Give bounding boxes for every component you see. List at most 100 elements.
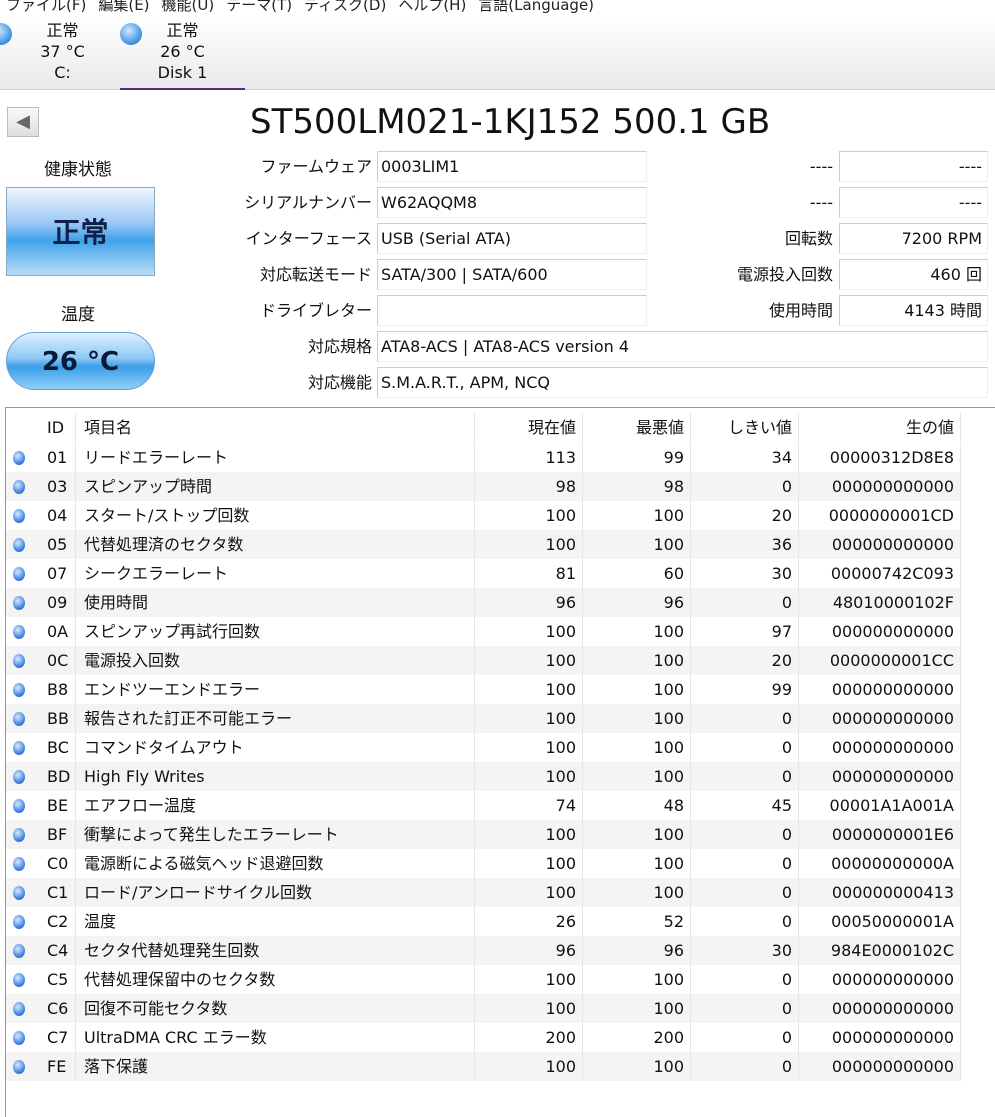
status-dot-icon [13, 886, 25, 900]
table-row[interactable]: C4 セクタ代替処理発生回数 96 96 30 984E0000102C [6, 936, 961, 965]
cell-current: 100 [475, 762, 583, 791]
header-id[interactable]: ID [41, 413, 76, 442]
header-raw[interactable]: 生の値 [799, 413, 961, 442]
rpm-value: 7200 RPM [839, 223, 988, 254]
table-row[interactable]: C1 ロード/アンロードサイクル回数 100 100 0 000000000413 [6, 878, 961, 907]
cell-raw: 0000000001E6 [799, 820, 961, 849]
table-row[interactable]: 04 スタート/ストップ回数 100 100 20 0000000001CD [6, 501, 961, 530]
standard-label: 対応規格 [307, 337, 372, 356]
smart-table: ID 項目名 現在値 最悪値 しきい値 生の値 01 リードエラーレート 113 99 34 0000… [5, 407, 995, 1117]
cell-raw: 00000000000A [799, 849, 961, 878]
table-row[interactable]: C2 温度 26 52 0 00050000001A [6, 907, 961, 936]
cell-worst: 60 [583, 559, 691, 588]
status-dot-icon [13, 1002, 25, 1016]
letter-value [377, 295, 647, 326]
cell-raw: 000000000000 [799, 675, 961, 704]
cell-threshold: 30 [691, 936, 799, 965]
status-dot-icon [13, 973, 25, 987]
menu-item[interactable]: ディスク(D) [304, 0, 387, 14]
cell-name: 電源投入回数 [78, 646, 475, 675]
table-row[interactable]: 09 使用時間 96 96 0 48010000102F [6, 588, 961, 617]
menu-item[interactable]: 言語(Language) [478, 0, 595, 14]
cell-current: 100 [475, 878, 583, 907]
table-row[interactable]: 03 スピンアップ時間 98 98 0 000000000000 [6, 472, 961, 501]
cell-raw: 000000000000 [799, 1023, 961, 1052]
header-name[interactable]: 項目名 [78, 413, 475, 442]
features-label: 対応機能 [307, 373, 372, 392]
table-row[interactable]: BD High Fly Writes 100 100 0 000000000000 [6, 762, 961, 791]
menu-item[interactable]: テーマ(T) [226, 0, 293, 14]
cell-id: C6 [41, 994, 76, 1023]
disk-temp: 26 °C [160, 42, 205, 61]
table-row[interactable]: 01 リードエラーレート 113 99 34 00000312D8E8 [6, 443, 961, 472]
cell-threshold: 0 [691, 994, 799, 1023]
status-dot-icon [13, 944, 25, 958]
cell-threshold: 0 [691, 733, 799, 762]
table-row[interactable]: B8 エンドツーエンドエラー 100 100 99 000000000000 [6, 675, 961, 704]
menu-bar: ファイル(F) 編集(E) 機能(U) テーマ(T) ディスク(D) ヘルプ(H) 言語(L… [0, 0, 600, 16]
temperature-button[interactable]: 26 °C [6, 332, 155, 390]
cell-raw: 000000000000 [799, 530, 961, 559]
cell-worst: 100 [583, 530, 691, 559]
cell-threshold: 0 [691, 588, 799, 617]
table-row[interactable]: BB 報告された訂正不可能エラー 100 100 0 000000000000 [6, 704, 961, 733]
table-row[interactable]: 0C 電源投入回数 100 100 20 0000000001CC [6, 646, 961, 675]
menu-item[interactable]: 編集(E) [98, 0, 150, 14]
cell-current: 100 [475, 1052, 583, 1081]
header-threshold[interactable]: しきい値 [691, 413, 799, 442]
disk-status: 正常 [46, 21, 79, 40]
cell-threshold: 30 [691, 559, 799, 588]
table-row[interactable]: BC コマンドタイムアウト 100 100 0 000000000000 [6, 733, 961, 762]
table-header: ID 項目名 現在値 最悪値 しきい値 生の値 [6, 413, 961, 442]
hours-label: 使用時間 [768, 301, 833, 320]
previous-disk-button[interactable]: ◀ [7, 107, 39, 137]
status-dot-icon [13, 683, 25, 697]
cell-raw: 000000000000 [799, 965, 961, 994]
table-row[interactable]: 05 代替処理済のセクタ数 100 100 36 000000000000 [6, 530, 961, 559]
firmware-label: ファームウェア [260, 157, 372, 176]
cell-name: ロード/アンロードサイクル回数 [78, 878, 475, 907]
table-row[interactable]: C6 回復不可能セクタ数 100 100 0 000000000000 [6, 994, 961, 1023]
menu-item[interactable]: ファイル(F) [6, 0, 87, 14]
header-worst[interactable]: 最悪値 [583, 413, 691, 442]
status-dot-icon [13, 451, 25, 465]
disk-temp: 37 °C [40, 42, 85, 61]
status-dot-icon [13, 625, 25, 639]
cell-current: 100 [475, 965, 583, 994]
cell-name: 使用時間 [78, 588, 475, 617]
cell-raw: 000000000000 [799, 472, 961, 501]
cell-current: 100 [475, 617, 583, 646]
cell-worst: 99 [583, 443, 691, 472]
cell-current: 100 [475, 820, 583, 849]
status-dot-icon [13, 828, 25, 842]
table-row[interactable]: C5 代替処理保留中のセクタ数 100 100 0 000000000000 [6, 965, 961, 994]
table-row[interactable]: 07 シークエラーレート 81 60 30 00000742C093 [6, 559, 961, 588]
disk-name: Disk 1 [157, 63, 208, 82]
disk-tab-c[interactable]: 正常 37 °C C: [0, 17, 115, 90]
triangle-left-icon: ◀ [16, 111, 30, 132]
cell-threshold: 0 [691, 704, 799, 733]
cell-worst: 100 [583, 501, 691, 530]
health-status-button[interactable]: 正常 [6, 187, 155, 276]
table-row[interactable]: C7 UltraDMA CRC エラー数 200 200 0 000000000000 [6, 1023, 961, 1052]
power_count-value: 460 回 [839, 259, 988, 290]
table-row[interactable]: BE エアフロー温度 74 48 45 00001A1A001A [6, 791, 961, 820]
cell-worst: 48 [583, 791, 691, 820]
status-dot-icon [13, 538, 25, 552]
temperature-label: 温度 [61, 305, 95, 325]
cell-threshold: 0 [691, 965, 799, 994]
header-current[interactable]: 現在値 [475, 413, 583, 442]
table-row[interactable]: 0A スピンアップ再試行回数 100 100 97 000000000000 [6, 617, 961, 646]
menu-item[interactable]: ヘルプ(H) [398, 0, 467, 14]
cell-name: High Fly Writes [78, 762, 475, 791]
cell-current: 100 [475, 646, 583, 675]
table-row[interactable]: BF 衝撃によって発生したエラーレート 100 100 0 0000000001E6 [6, 820, 961, 849]
disk-tab-disk1[interactable]: 正常 26 °C Disk 1 [120, 17, 245, 90]
menu-item[interactable]: 機能(U) [161, 0, 215, 14]
table-row[interactable]: FE 落下保護 100 100 0 000000000000 [6, 1052, 961, 1081]
cell-name: 代替処理済のセクタ数 [78, 530, 475, 559]
cell-id: 04 [41, 501, 76, 530]
cell-current: 100 [475, 675, 583, 704]
table-row[interactable]: C0 電源断による磁気ヘッド退避回数 100 100 0 00000000000A [6, 849, 961, 878]
status-dot-icon [13, 915, 25, 929]
